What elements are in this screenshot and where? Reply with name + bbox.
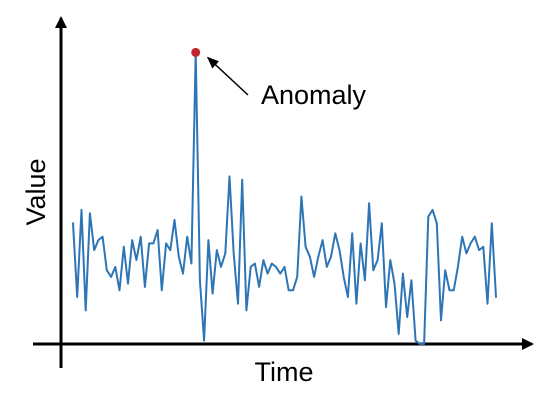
anomaly-callout-arrow [206, 56, 249, 96]
series-line [72, 51, 497, 345]
anomaly-point [191, 47, 201, 57]
y-axis-label: Value [21, 158, 51, 225]
anomaly-label: Anomaly [261, 80, 367, 110]
x-axis-label: Time [255, 357, 314, 387]
